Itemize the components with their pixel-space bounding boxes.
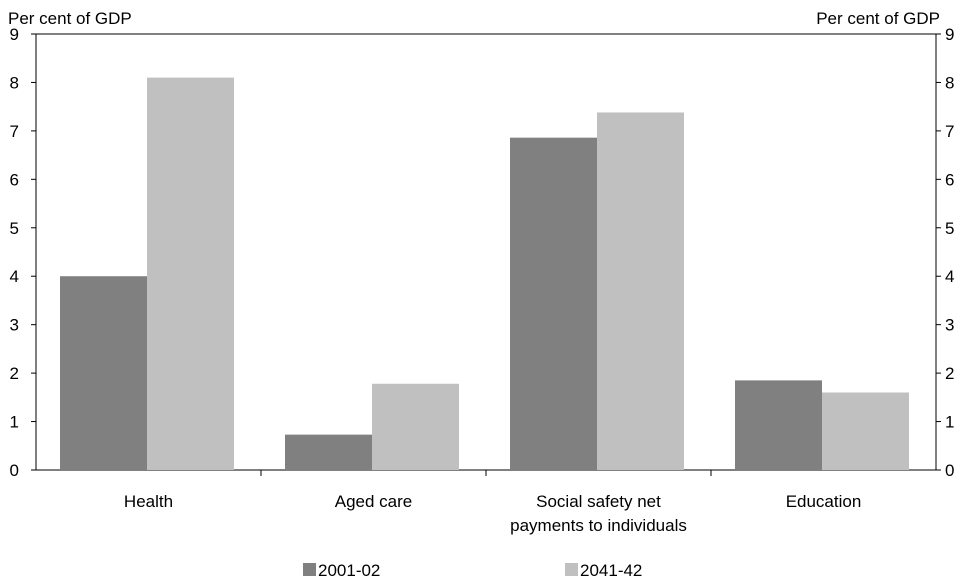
x-category-label: payments to individuals (510, 516, 687, 535)
legend-label-2041-42: 2041-42 (580, 561, 642, 580)
bar-2041-42-0 (147, 77, 234, 470)
right-y-tick-label: 6 (945, 170, 954, 189)
bar-2001-02-0 (60, 276, 147, 470)
left-y-tick-label: 5 (10, 219, 19, 238)
left-y-tick-label: 8 (10, 73, 19, 92)
right-y-tick-label: 4 (945, 267, 954, 286)
right-y-tick-label: 8 (945, 73, 954, 92)
left-y-tick-label: 9 (10, 25, 19, 44)
x-category-label: Health (124, 492, 173, 511)
left-y-tick-label: 1 (10, 413, 19, 432)
bar-2001-02-1 (285, 434, 372, 470)
x-category-label: Education (786, 492, 862, 511)
right-y-tick-label: 3 (945, 316, 954, 335)
bar-2001-02-3 (735, 380, 822, 470)
plot-area: 0 0 1 1 2 2 3 3 4 4 5 5 6 6 7 7 8 8 9 9 Health Aged care Socia… (10, 25, 955, 535)
left-y-tick-label: 7 (10, 122, 19, 141)
right-y-tick-label: 9 (945, 25, 954, 44)
left-y-tick-label: 3 (10, 316, 19, 335)
bar-2041-42-3 (822, 392, 909, 470)
bar-2041-42-1 (372, 383, 459, 470)
bar-2001-02-2 (510, 137, 597, 470)
left-y-tick-label: 0 (10, 461, 19, 480)
right-y-tick-label: 5 (945, 219, 954, 238)
left-y-tick-label: 6 (10, 170, 19, 189)
right-y-tick-label: 1 (945, 413, 954, 432)
left-y-tick-label: 2 (10, 364, 19, 383)
x-category-label: Social safety net (536, 492, 661, 511)
right-y-tick-label: 7 (945, 122, 954, 141)
legend-swatch-2041-42 (565, 563, 578, 576)
right-y-tick-label: 0 (945, 461, 954, 480)
right-axis-unit-label: Per cent of GDP (816, 9, 940, 28)
legend-swatch-2001-02 (303, 563, 316, 576)
bar-2041-42-2 (597, 112, 684, 470)
right-y-tick-label: 2 (945, 364, 954, 383)
legend-label-2001-02: 2001-02 (318, 561, 380, 580)
x-category-label: Aged care (335, 492, 413, 511)
legend: 2001-02 2041-42 (303, 561, 642, 580)
left-axis-unit-label: Per cent of GDP (8, 9, 132, 28)
left-y-tick-label: 4 (10, 267, 19, 286)
